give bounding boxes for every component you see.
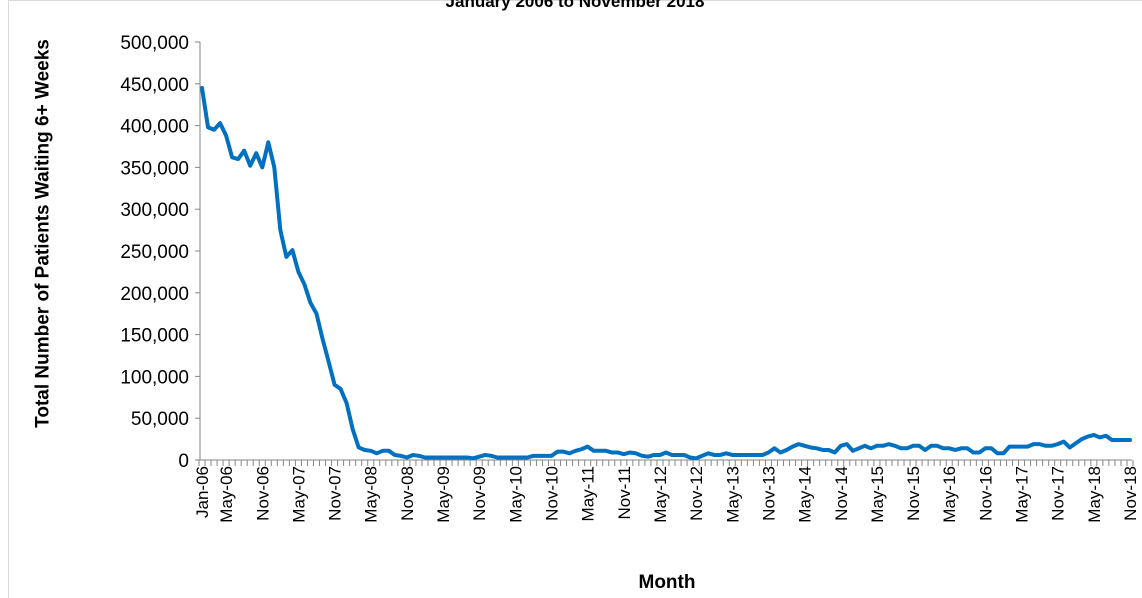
- x-tick-label: May-11: [579, 466, 598, 521]
- x-tick-label: Nov-14: [832, 466, 851, 521]
- y-tick-label: 100,000: [120, 367, 189, 388]
- y-tick-label: 150,000: [120, 326, 189, 347]
- x-tick-label: May-08: [362, 466, 381, 523]
- y-tick-label: 350,000: [120, 158, 189, 179]
- y-tick-label: 500,000: [120, 33, 189, 54]
- x-tick-label: Nov-18: [1121, 466, 1140, 521]
- x-tick-label: Nov-12: [687, 466, 706, 521]
- y-tick-label: 200,000: [120, 284, 189, 305]
- chart-title: January 2006 to November 2018: [446, 0, 705, 11]
- x-tick-label: May-17: [1013, 466, 1032, 523]
- x-tick-label: Nov-13: [759, 466, 778, 521]
- x-tick-label: May-15: [868, 466, 887, 523]
- y-tick-label: 0: [178, 451, 189, 472]
- x-tick-label: May-10: [506, 466, 525, 523]
- x-tick-label: Nov-06: [253, 466, 272, 521]
- x-tick-label: May-07: [289, 466, 308, 523]
- x-tick-label: Nov-15: [904, 466, 923, 521]
- y-tick-label: 250,000: [120, 242, 189, 263]
- x-tick-label: May-06: [217, 466, 236, 523]
- x-tick-label: May-18: [1085, 466, 1104, 523]
- chart-border: [8, 0, 1142, 598]
- x-tick-label: May-14: [796, 466, 815, 523]
- x-tick-label: Nov-08: [398, 466, 417, 521]
- x-tick-label: May-12: [651, 466, 670, 523]
- x-tick-label: Nov-11: [615, 466, 634, 520]
- y-tick-label: 300,000: [120, 200, 189, 221]
- data-line: [200, 85, 1132, 461]
- x-tick-label: May-09: [434, 466, 453, 523]
- x-axis-title: Month: [639, 572, 696, 593]
- x-tick-label: Nov-16: [976, 466, 995, 521]
- x-tick-label: Nov-10: [543, 466, 562, 521]
- x-tick-label: May-16: [940, 466, 959, 523]
- x-tick-label: Nov-07: [326, 466, 345, 521]
- x-tick-label: Nov-17: [1049, 466, 1068, 521]
- x-tick-label: May-13: [723, 466, 742, 523]
- x-tick-label: Nov-09: [470, 466, 489, 521]
- y-tick-label: 450,000: [120, 75, 189, 96]
- y-tick-label: 50,000: [131, 409, 189, 430]
- x-tick-label: Jan-06: [193, 466, 212, 518]
- y-axis-title: Total Number of Patients Waiting 6+ Week…: [32, 39, 54, 428]
- y-tick-label: 400,000: [120, 117, 189, 138]
